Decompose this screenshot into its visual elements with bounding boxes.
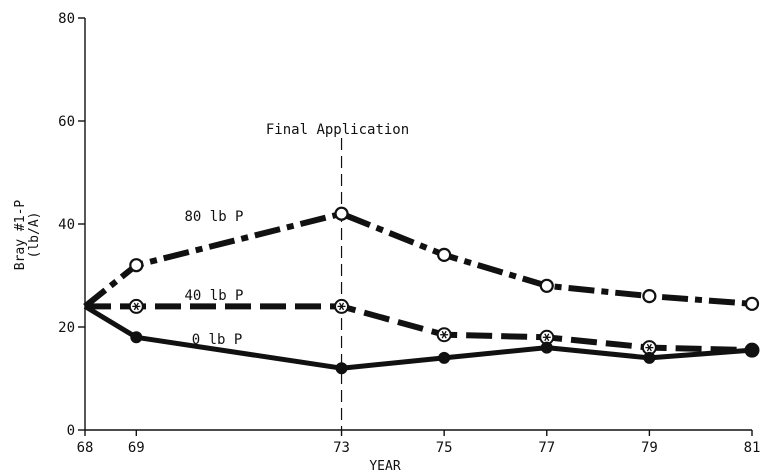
series-40-lb-p: 40 lb P	[85, 288, 760, 358]
data-point-star	[544, 333, 550, 342]
data-point	[334, 298, 350, 314]
y-tick-label: 80	[58, 11, 75, 27]
series-label: 40 lb P	[184, 288, 243, 304]
data-point	[746, 344, 758, 357]
y-tick-label: 40	[58, 217, 75, 233]
x-tick-label: 68	[77, 440, 94, 456]
data-point-star	[133, 302, 139, 311]
y-axis-label-line: Bray #1-P	[13, 200, 28, 271]
data-point	[129, 258, 144, 273]
x-tick-label: 73	[333, 440, 350, 456]
x-tick-label: 69	[128, 440, 145, 456]
data-point-star	[646, 343, 652, 352]
final-application-label: Final Application	[266, 122, 409, 138]
series-label: 0 lb P	[192, 332, 243, 348]
labels: YEAR Bray #1-P(lb/A)	[13, 200, 401, 472]
series-label: 80 lb P	[184, 209, 243, 225]
data-point	[540, 341, 553, 354]
data-point-star	[338, 302, 345, 311]
data-point	[130, 331, 143, 344]
series-0-lb-p: 0 lb P	[83, 304, 758, 375]
y-tick-label: 20	[58, 320, 75, 336]
x-tick-label: 81	[744, 440, 761, 456]
y-axis-label-line: (lb/A)	[27, 212, 42, 259]
data-point	[436, 327, 452, 343]
series-group: 80 lb P 40 lb P 0 lb P	[83, 206, 760, 375]
annotations: Final Application	[266, 122, 409, 430]
x-tick-label: 75	[436, 440, 453, 456]
data-point	[128, 298, 144, 314]
data-point	[643, 351, 656, 364]
y-axis-label: Bray #1-P(lb/A)	[13, 200, 42, 271]
x-tick-label: 79	[641, 440, 658, 456]
data-point	[438, 351, 451, 364]
x-axis-label: YEAR	[369, 459, 400, 472]
data-point	[334, 206, 349, 221]
data-point	[437, 247, 452, 262]
data-point	[744, 296, 760, 311]
y-tick-label: 0	[67, 423, 75, 439]
data-point	[335, 362, 348, 375]
series-80-lb-p: 80 lb P	[83, 206, 760, 311]
x-tick-label: 77	[538, 440, 555, 456]
y-tick-label: 60	[58, 114, 75, 130]
data-point	[539, 278, 554, 293]
ticks: 0 20 40 60 80 68 69 73 75 77 79 81	[58, 11, 760, 456]
data-point-star	[441, 330, 447, 339]
data-point	[642, 289, 657, 304]
